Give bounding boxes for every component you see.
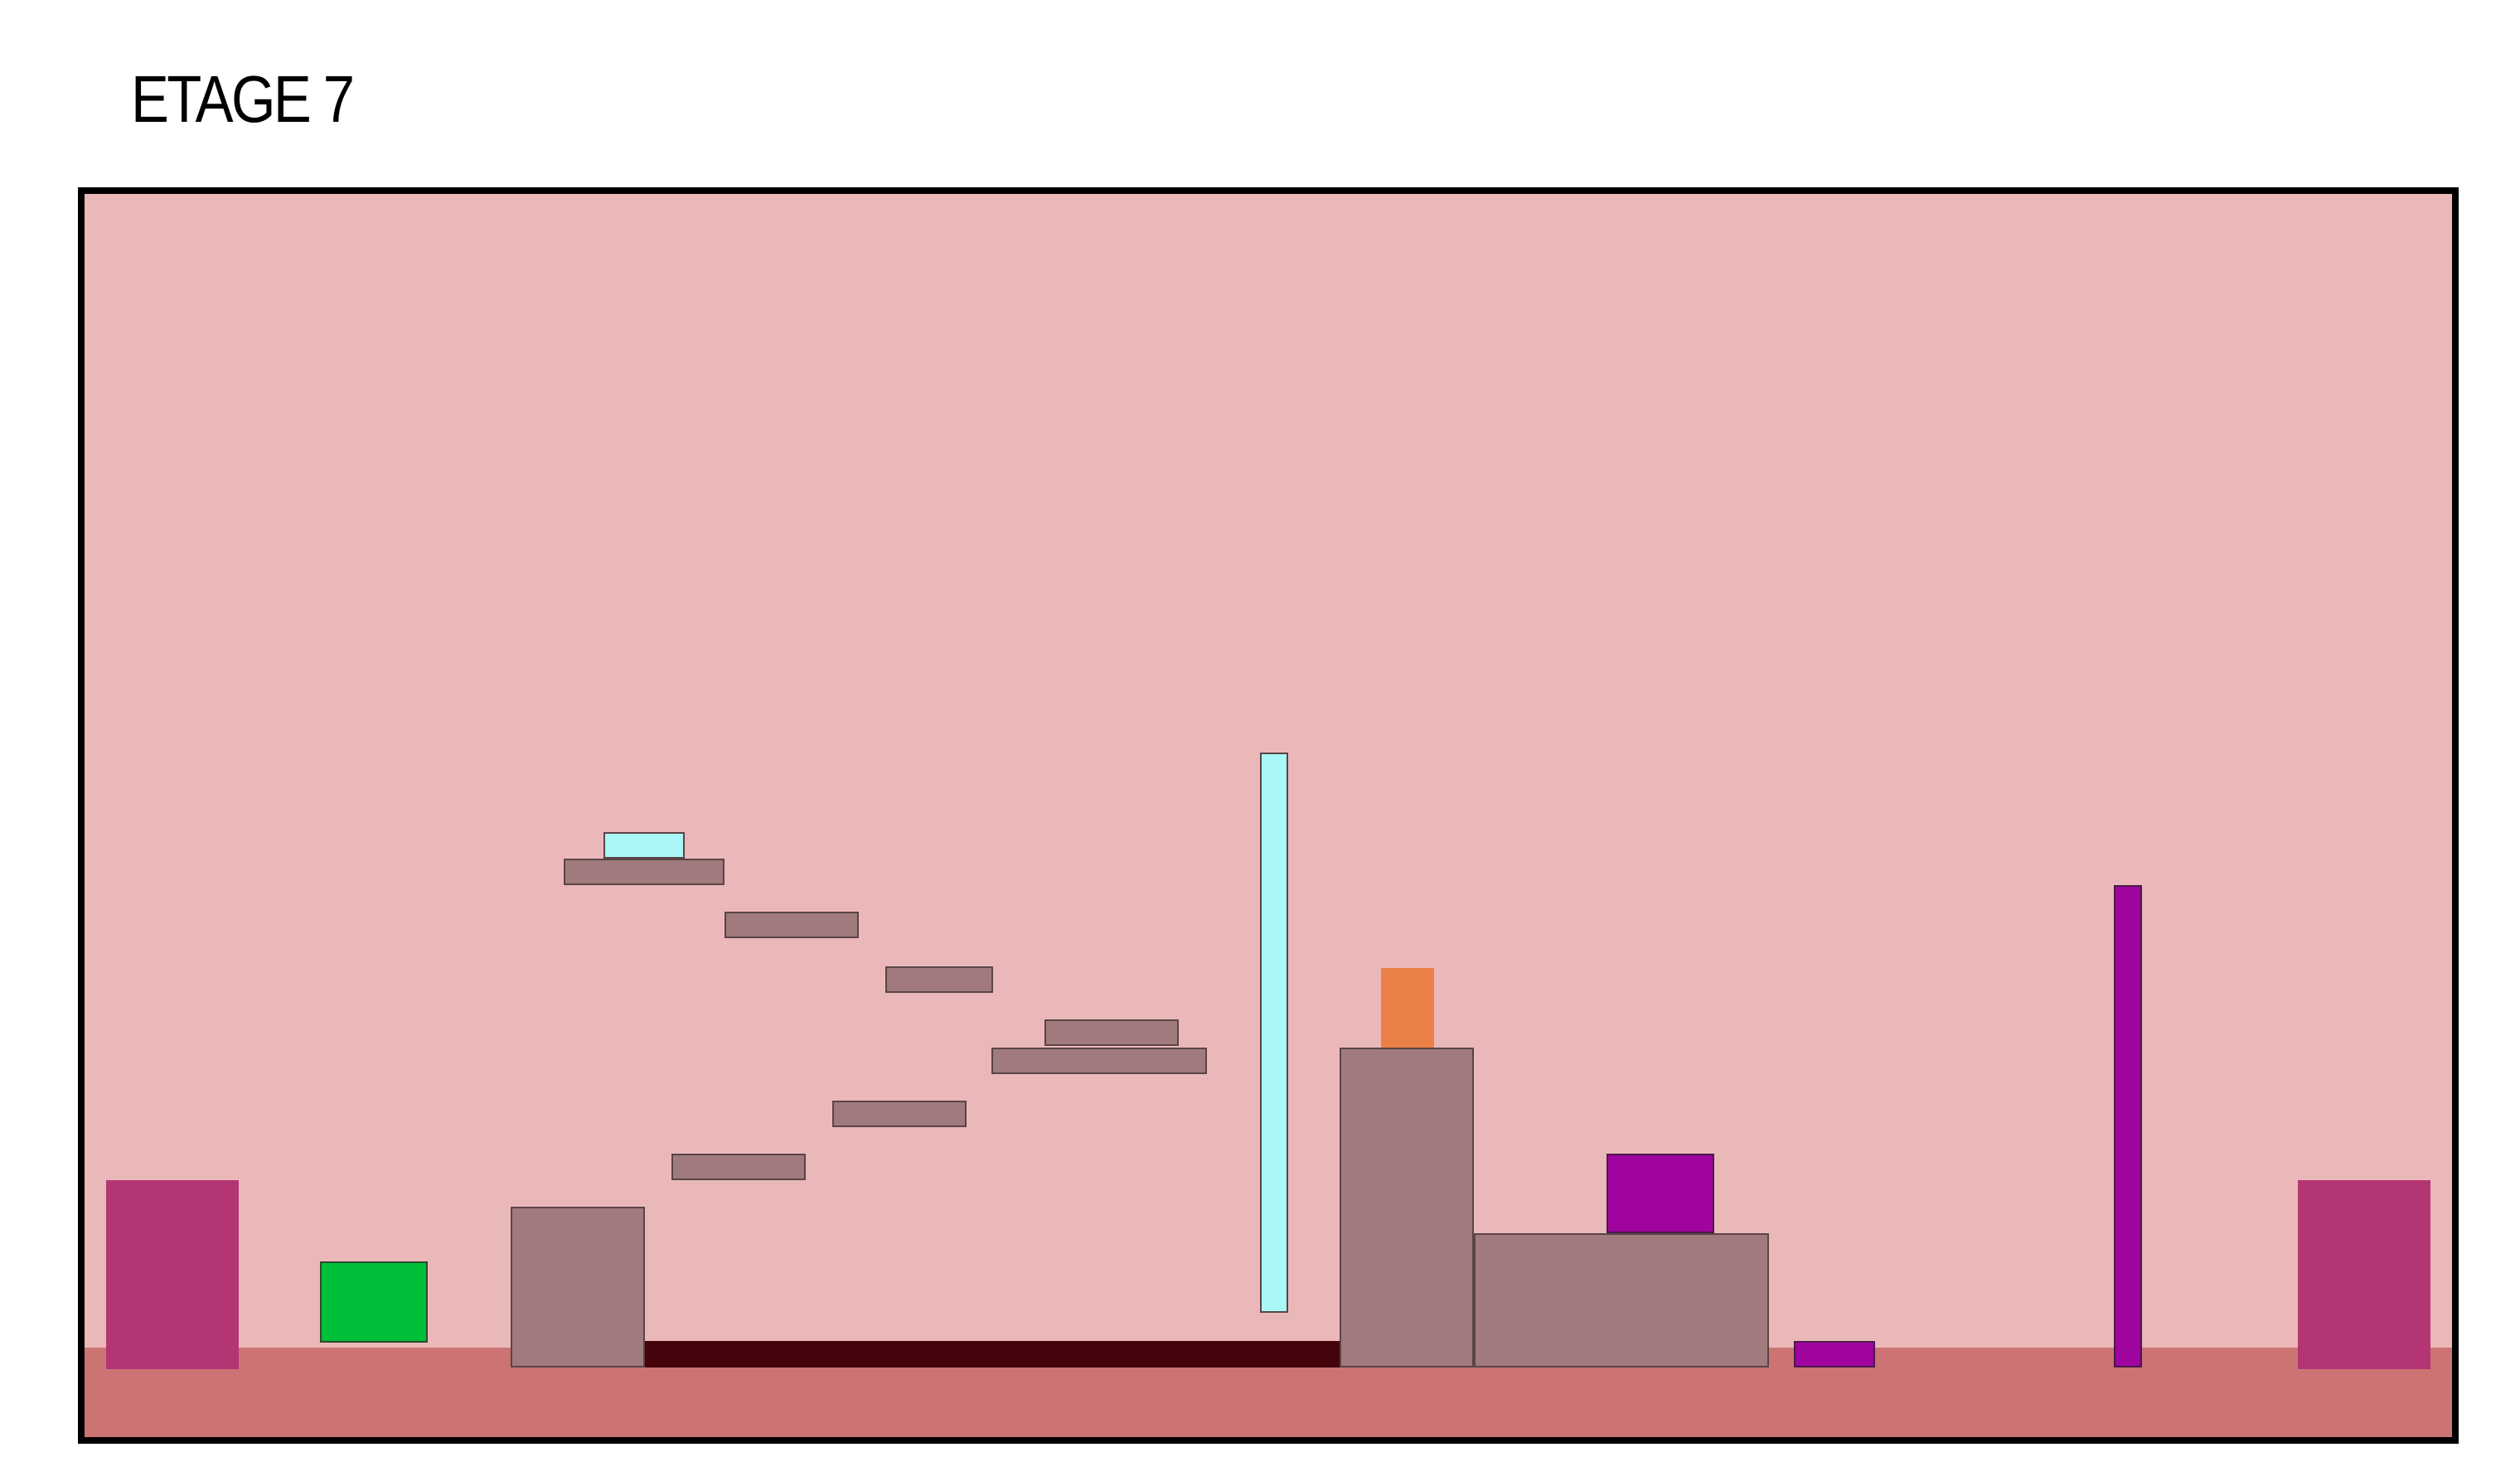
wall-tower-center <box>1340 1048 1474 1367</box>
platform-step-4 <box>1044 1019 1179 1046</box>
ice-pillar-tall <box>1260 753 1288 1313</box>
player-character <box>320 1261 428 1343</box>
ice-block-small <box>603 832 685 859</box>
platform-step-3 <box>885 966 993 993</box>
platform-step-2 <box>724 912 859 938</box>
purple-block-large <box>1606 1154 1714 1233</box>
exit-door-right <box>2298 1180 2430 1369</box>
purple-pressure-plate <box>1794 1341 1875 1367</box>
platform-step-6 <box>832 1101 967 1127</box>
game-canvas[interactable] <box>78 187 2459 1444</box>
exit-door-left <box>106 1180 239 1369</box>
level-title: ETAGE 7 <box>131 62 355 136</box>
wall-block-left <box>511 1207 645 1367</box>
wall-block-wide <box>1474 1233 1769 1367</box>
platform-step-1 <box>564 859 724 885</box>
orange-crate <box>1381 968 1434 1048</box>
purple-pillar-tall <box>2114 885 2142 1367</box>
lava-pit <box>645 1341 1341 1367</box>
platform-step-7 <box>671 1154 806 1180</box>
platform-step-5 <box>991 1048 1207 1074</box>
